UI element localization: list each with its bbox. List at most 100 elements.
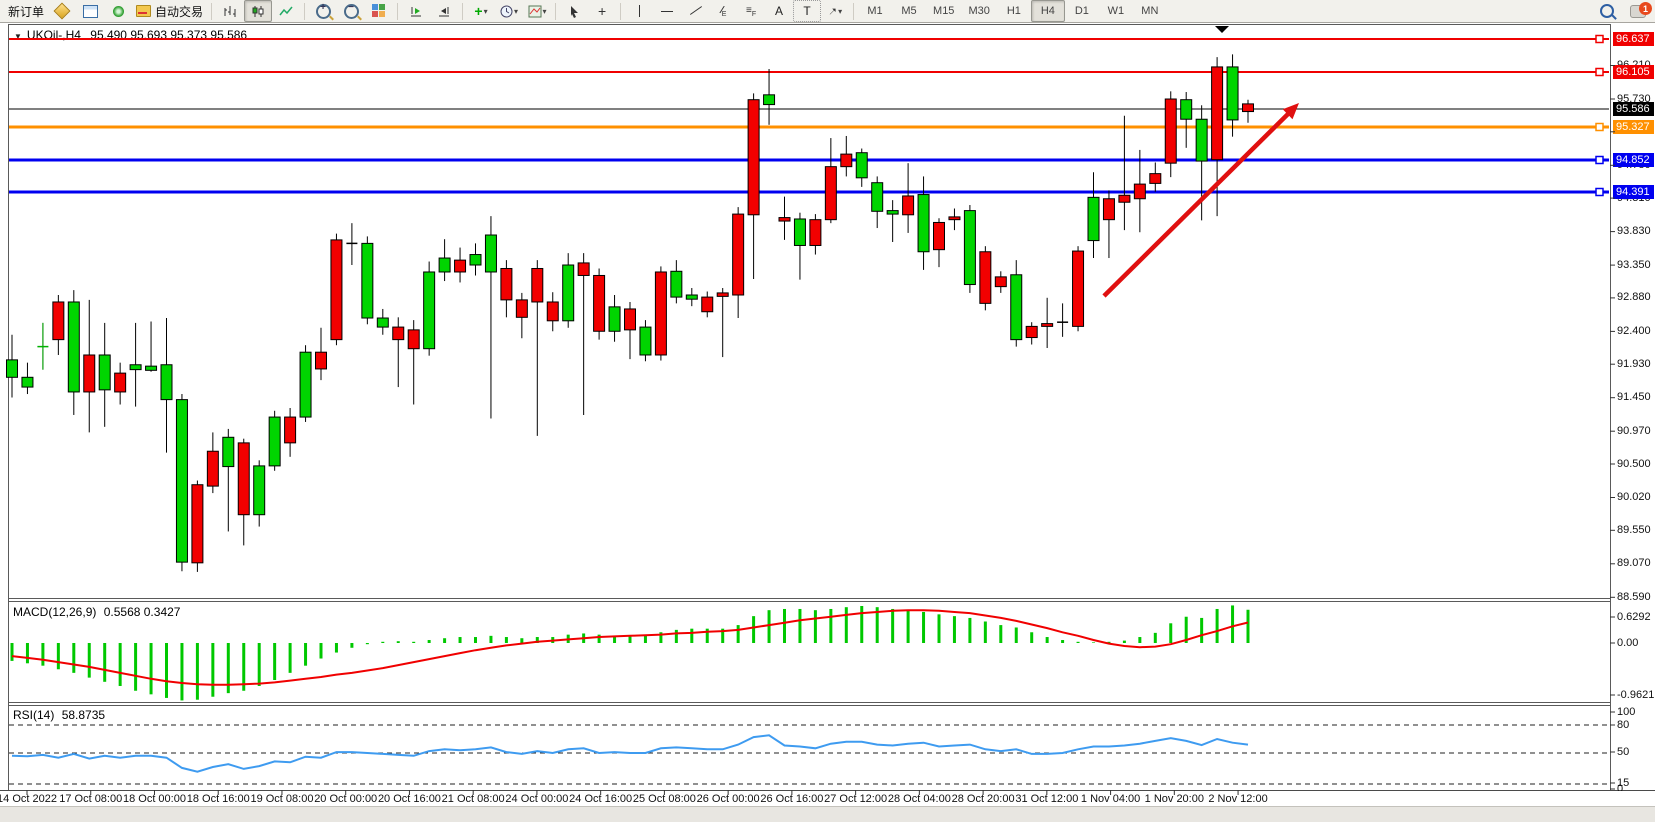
rsi-tick-label: 100 bbox=[1617, 705, 1636, 718]
chevron-down-icon[interactable]: ▼ bbox=[14, 32, 22, 41]
zoom-in-icon: + bbox=[315, 2, 331, 19]
timeframe-mn[interactable]: MN bbox=[1141, 5, 1159, 17]
price-tick-label: 90.970 bbox=[1617, 424, 1651, 437]
timeframe-m1[interactable]: M1 bbox=[867, 5, 883, 17]
toolbar-separator bbox=[462, 2, 464, 20]
chevron-down-icon: ▾ bbox=[838, 6, 843, 16]
cursor-icon bbox=[570, 5, 578, 18]
gem-button[interactable] bbox=[48, 0, 76, 22]
arrows-button[interactable]: ➝ ▾ bbox=[821, 0, 849, 22]
toolbar-separator bbox=[555, 2, 557, 20]
gem-icon bbox=[53, 2, 71, 20]
candlestick-chart-button[interactable] bbox=[244, 0, 273, 22]
toolbar-separator bbox=[397, 2, 399, 20]
vertical-line-icon bbox=[638, 5, 640, 17]
line-chart-icon bbox=[279, 6, 293, 15]
macd-pane[interactable] bbox=[8, 602, 1610, 702]
price-tick-label: 91.930 bbox=[1617, 357, 1651, 370]
rsi-tick-label: 0 bbox=[1617, 782, 1624, 795]
time-axis-label: 21 Oct 08:00 bbox=[441, 793, 505, 805]
macd-tick-label: 0.6292 bbox=[1617, 610, 1651, 623]
time-axis-label: 1 Nov 20:00 bbox=[1144, 793, 1204, 805]
search-icon bbox=[1600, 4, 1614, 18]
rsi-name: RSI(14) bbox=[13, 708, 55, 722]
price-axis[interactable]: 96.21095.73095.26094.78094.31093.83093.3… bbox=[1611, 24, 1655, 795]
price-chart-pane[interactable] bbox=[8, 25, 1610, 598]
bar-chart-button[interactable] bbox=[216, 0, 244, 22]
time-axis-label: 19 Oct 08:00 bbox=[250, 793, 314, 805]
time-axis-label: 28 Oct 04:00 bbox=[887, 793, 951, 805]
tile-windows-icon bbox=[372, 4, 379, 10]
tile-windows-button[interactable] bbox=[365, 0, 393, 22]
rsi-tick-label: 80 bbox=[1617, 718, 1630, 731]
price-level-badge: 94.852 bbox=[1613, 153, 1654, 167]
current-price-badge: 95.586 bbox=[1613, 102, 1654, 116]
toolbar-separator bbox=[304, 2, 306, 20]
time-axis-label: 26 Oct 00:00 bbox=[696, 793, 760, 805]
pane-splitter[interactable] bbox=[8, 601, 1610, 602]
rsi-label: RSI(14) 58.8735 bbox=[13, 708, 105, 722]
cursor-button[interactable] bbox=[560, 0, 588, 22]
time-axis[interactable]: 14 Oct 2022 17 Oct 08:00 18 Oct 00:00 18 Oc… bbox=[0, 791, 1655, 806]
text-label-button[interactable]: T bbox=[793, 0, 822, 22]
time-axis-label: 24 Oct 00:00 bbox=[505, 793, 569, 805]
vertical-line-button[interactable] bbox=[625, 0, 653, 22]
rsi-pane[interactable] bbox=[8, 706, 1610, 790]
auto-trading-button[interactable]: 自动交易 bbox=[132, 0, 207, 22]
new-order-button[interactable]: 新订单 bbox=[8, 4, 45, 19]
timeframe-h4[interactable]: H4 bbox=[1030, 0, 1065, 22]
text-button[interactable]: A bbox=[775, 4, 784, 18]
search-button[interactable] bbox=[1593, 0, 1621, 22]
time-axis-label: 27 Oct 12:00 bbox=[824, 793, 888, 805]
indicators-button[interactable]: + ▾ bbox=[467, 0, 495, 22]
price-tick-label: 92.880 bbox=[1617, 291, 1651, 304]
trendline-icon bbox=[689, 5, 701, 17]
channel-button[interactable]: ∕∕E bbox=[709, 0, 737, 22]
auto-scroll-button[interactable] bbox=[402, 0, 430, 22]
chart-frame-left bbox=[8, 24, 9, 790]
main-toolbar: 新订单 自动交易 + − + ▾ ▾ bbox=[0, 0, 1655, 23]
timeframe-m5[interactable]: M5 bbox=[901, 5, 917, 17]
macd-tick-label: 0.00 bbox=[1617, 636, 1639, 649]
timeframe-d1[interactable]: D1 bbox=[1074, 5, 1089, 17]
timeframe-w1[interactable]: W1 bbox=[1107, 5, 1125, 17]
chevron-down-icon: ▾ bbox=[542, 6, 547, 16]
chart-shift-button[interactable] bbox=[430, 0, 458, 22]
templates-button[interactable]: ▾ bbox=[523, 0, 551, 22]
periods-button[interactable]: ▾ bbox=[495, 0, 523, 22]
chart-shift-icon bbox=[439, 6, 450, 16]
toolbar-separator bbox=[211, 2, 213, 20]
market-watch-button[interactable] bbox=[76, 0, 104, 22]
fibonacci-button[interactable]: ≡F bbox=[737, 0, 765, 22]
candlestick-chart-icon bbox=[252, 5, 264, 17]
price-tick-label: 89.550 bbox=[1617, 523, 1651, 536]
auto-trading-label: 自动交易 bbox=[155, 4, 204, 19]
timeframe-h1[interactable]: H1 bbox=[1006, 5, 1021, 17]
chart-title: ▼ UKOil-,H4 95.490 95.693 95.373 95.586 bbox=[14, 28, 247, 42]
price-tick-label: 95.730 bbox=[1617, 92, 1651, 105]
pane-splitter[interactable] bbox=[8, 705, 1610, 706]
signals-button[interactable] bbox=[104, 0, 132, 22]
rsi-value: 58.8735 bbox=[61, 708, 106, 722]
horizontal-line-button[interactable] bbox=[653, 0, 681, 22]
crosshair-button[interactable]: + bbox=[588, 0, 616, 22]
pane-splitter[interactable] bbox=[8, 702, 1610, 703]
timeframe-m30[interactable]: M30 bbox=[968, 5, 990, 17]
timeframe-m15[interactable]: M15 bbox=[933, 5, 955, 17]
rsi-tick-label: 50 bbox=[1617, 745, 1630, 758]
time-axis-label: 17 Oct 08:00 bbox=[59, 793, 123, 805]
zoom-in-button[interactable]: + bbox=[309, 0, 337, 22]
auto-scroll-icon bbox=[411, 6, 422, 16]
zoom-out-button[interactable]: − bbox=[337, 0, 365, 22]
trendline-button[interactable] bbox=[681, 0, 709, 22]
notifications-button[interactable]: 1 bbox=[1621, 0, 1655, 22]
price-tick-label: 90.500 bbox=[1617, 457, 1651, 470]
time-axis-label: 2 Nov 12:00 bbox=[1208, 793, 1268, 805]
line-chart-button[interactable] bbox=[272, 0, 300, 22]
arrow-objects-icon: ➝ bbox=[825, 3, 841, 19]
ohlc-values: 95.490 95.693 95.373 95.586 bbox=[90, 28, 248, 42]
pane-splitter[interactable] bbox=[8, 598, 1610, 599]
chart-window-icon bbox=[82, 4, 98, 18]
time-axis-label: 14 Oct 2022 bbox=[0, 793, 57, 805]
